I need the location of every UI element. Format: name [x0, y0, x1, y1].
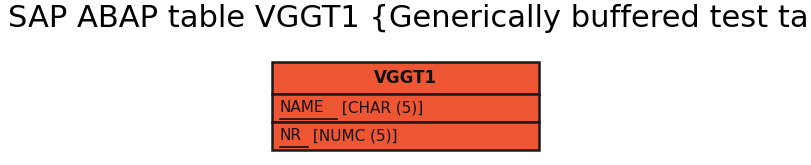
Bar [272, 94, 539, 122]
Bar [272, 122, 539, 150]
Bar [272, 62, 539, 94]
Text: NAME: NAME [280, 100, 324, 116]
Text: [NUMC (5)]: [NUMC (5)] [308, 129, 397, 144]
Text: VGGT1: VGGT1 [374, 69, 437, 87]
Text: NR: NR [280, 129, 302, 144]
Text: SAP ABAP table VGGT1 {Generically buffered test table}: SAP ABAP table VGGT1 {Generically buffer… [8, 4, 811, 33]
Text: [CHAR (5)]: [CHAR (5)] [337, 100, 423, 116]
